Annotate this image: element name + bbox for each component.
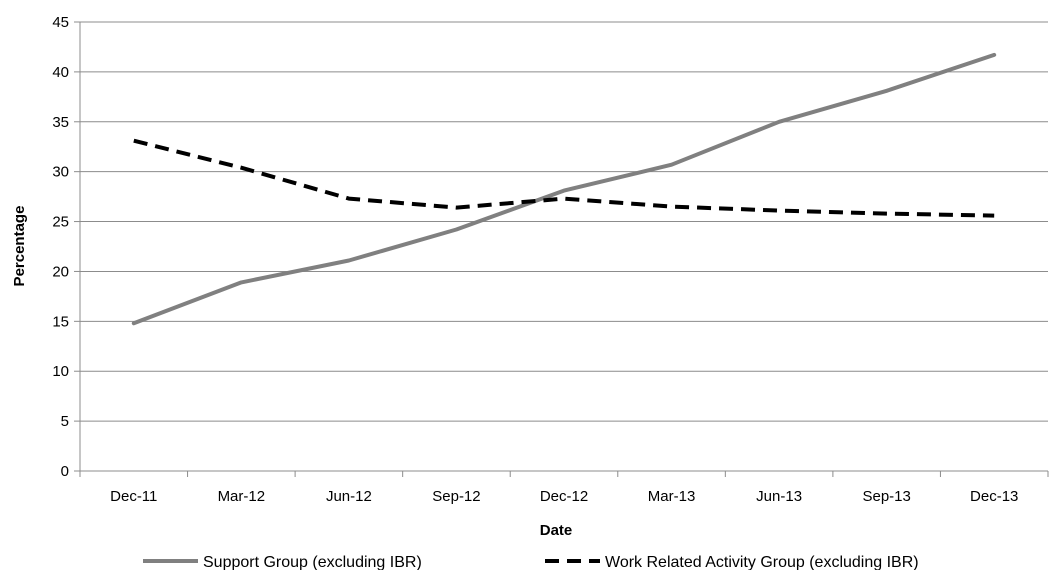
- y-tick-label: 40: [52, 64, 69, 81]
- y-tick-label: 30: [52, 164, 69, 181]
- legend: Support Group (excluding IBR) Work Relate…: [143, 554, 919, 570]
- x-tick-label: Dec-13: [970, 488, 1018, 505]
- x-tick-label: Mar-12: [218, 488, 266, 505]
- axes: [79, 22, 1048, 472]
- y-tick-label: 0: [61, 463, 69, 480]
- series-line-2: [133, 138, 995, 218]
- x-tick-label: Jun-13: [756, 488, 802, 505]
- x-tick-label: Mar-13: [648, 488, 696, 505]
- series-lines: [131, 52, 997, 326]
- y-axis-title: Percentage: [11, 206, 28, 287]
- y-tick-label: 10: [52, 363, 69, 380]
- x-axis-title: Date: [540, 522, 573, 539]
- x-tick-label: Sep-13: [862, 488, 910, 505]
- y-tick-label: 15: [52, 313, 69, 330]
- x-tick-label: Sep-12: [432, 488, 480, 505]
- y-tick-label: 45: [52, 14, 69, 31]
- legend-label-1: Support Group (excluding IBR): [203, 554, 422, 570]
- x-axis-ticks: Dec-11 Mar-12 Jun-12 Sep-12 Dec-12 Mar-13 Jun-…: [79, 471, 1049, 505]
- x-tick-label: Dec-12: [540, 488, 588, 505]
- x-tick-label: Dec-11: [110, 488, 157, 505]
- legend-label-2: Work Related Activity Group (excluding I…: [605, 554, 919, 570]
- series-line-1: [131, 52, 997, 326]
- x-tick-label: Jun-12: [326, 488, 372, 505]
- y-tick-label: 5: [61, 413, 69, 430]
- y-tick-label: 20: [52, 263, 69, 280]
- y-tick-label: 35: [52, 114, 69, 131]
- gridlines: [80, 21, 1048, 422]
- y-tick-label: 25: [52, 214, 69, 231]
- y-axis-ticks: 0 5 10 15 20 25 30 35 40 45: [52, 14, 80, 480]
